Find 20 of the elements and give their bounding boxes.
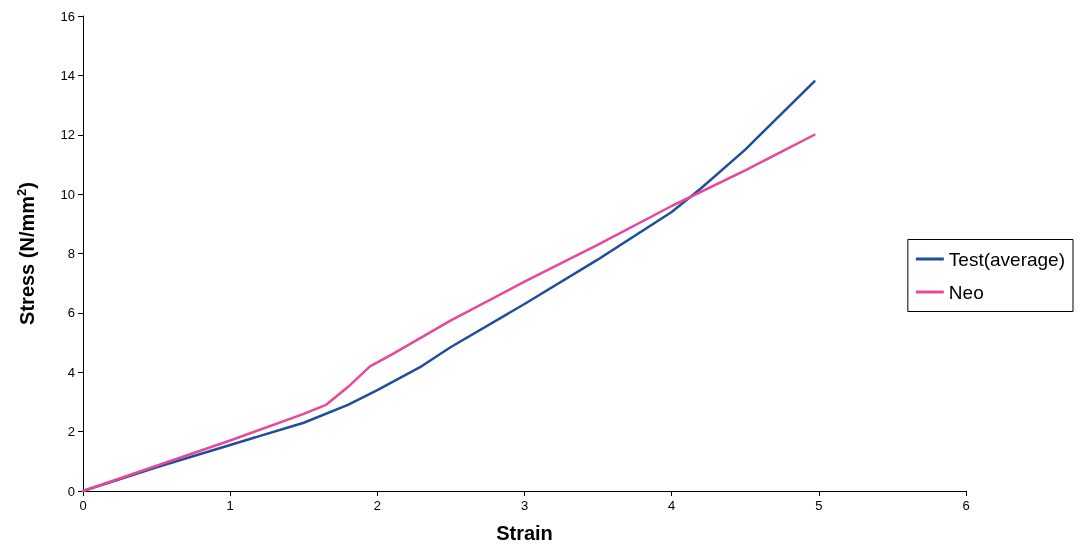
x-tick-label: 1 bbox=[226, 498, 234, 513]
y-tick-label: 0 bbox=[67, 483, 75, 499]
y-tick-label: 6 bbox=[67, 305, 75, 321]
y-tick-label: 2 bbox=[67, 424, 75, 440]
y-tick-label: 4 bbox=[67, 364, 75, 380]
x-tick-label: 5 bbox=[815, 498, 823, 513]
y-tick-label: 16 bbox=[60, 8, 75, 24]
y-tick-label: 10 bbox=[60, 186, 75, 202]
x-axis-title: Strain bbox=[496, 522, 553, 544]
y-tick-label: 12 bbox=[60, 127, 75, 143]
legend-label: Neo bbox=[948, 281, 984, 303]
x-tick-label: 0 bbox=[79, 498, 87, 513]
x-tick-label: 4 bbox=[668, 498, 676, 513]
x-tick-label: 2 bbox=[373, 498, 381, 513]
x-tick-label: 3 bbox=[520, 498, 529, 513]
y-axis-title: Stress (N/mm2) bbox=[14, 182, 38, 325]
x-tick-label: 6 bbox=[962, 498, 970, 513]
y-tick-label: 8 bbox=[67, 246, 75, 261]
y-tick-label: 14 bbox=[60, 67, 75, 83]
legend-label: Test(average) bbox=[948, 248, 1066, 270]
